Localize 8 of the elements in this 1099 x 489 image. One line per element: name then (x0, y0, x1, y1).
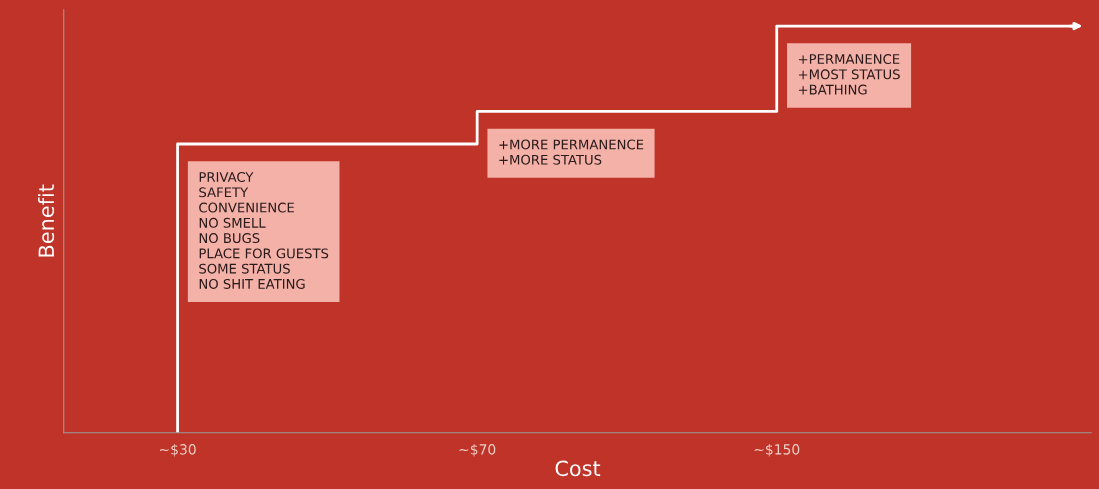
x-tick-label: ~$30 (159, 443, 196, 457)
x-tick-label: ~$150 (754, 443, 800, 457)
annotation: PRIVACY SAFETY CONVENIENCE NO SMELL NO BUGS PLACE FOR GUESTS SOME STATUS NO SHIT EATING (199, 172, 329, 289)
x-tick-label: ~$70 (459, 443, 496, 457)
annotation: +PERMANENCE +MOST STATUS +BATHING (798, 54, 900, 95)
y-axis-title: Benefit (38, 184, 55, 257)
x-axis-title: Cost (555, 460, 601, 477)
annotation: +MORE PERMANENCE +MORE STATUS (499, 139, 644, 165)
